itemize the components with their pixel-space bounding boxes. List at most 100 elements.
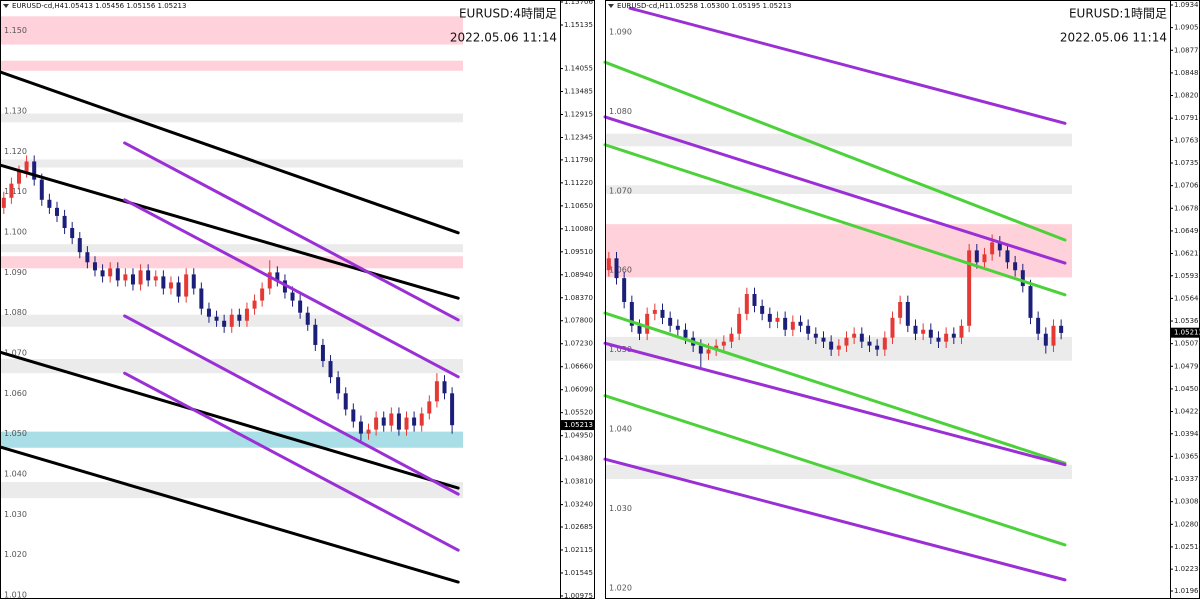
candle-body <box>100 270 105 277</box>
level-label: 1.050 <box>4 429 27 438</box>
candle-body <box>381 417 386 426</box>
candle-body <box>16 171 21 184</box>
candle-body <box>905 301 910 326</box>
candle-body <box>77 238 82 253</box>
candle-body <box>668 317 673 326</box>
candle-body <box>1020 270 1025 287</box>
candle-body <box>366 429 371 434</box>
level-label: 1.090 <box>609 27 632 36</box>
candle-body <box>70 228 75 239</box>
candle-body <box>775 317 780 322</box>
symbol-label: EURUSD-cd,H4 <box>12 2 65 10</box>
chart-title: EURUSD:4時間足 <box>459 7 557 21</box>
candle-body <box>229 314 234 327</box>
candle-body <box>343 393 348 410</box>
candle-body <box>737 313 742 334</box>
last-price-box <box>561 420 594 431</box>
price-zone <box>0 482 463 499</box>
y-tick-label: 1.12345 <box>564 133 593 141</box>
candle-body <box>442 381 447 394</box>
candle-body <box>396 413 401 430</box>
candle-body <box>85 252 90 263</box>
level-label: 1.020 <box>609 583 632 592</box>
trend-line <box>603 394 1067 547</box>
candle-body <box>237 314 242 321</box>
y-tick-label: 1.04505 <box>1174 385 1200 393</box>
candle-body <box>890 317 895 338</box>
trend-line <box>603 60 1067 242</box>
candle-body <box>1036 317 1041 334</box>
candle-body <box>637 325 642 334</box>
y-tick-label: 1.05360 <box>1174 317 1200 325</box>
y-tick-label: 1.06495 <box>1174 227 1200 235</box>
candle-body <box>990 242 995 255</box>
candle-body <box>161 276 166 289</box>
candle-body <box>951 333 956 338</box>
candle-body <box>1013 262 1018 271</box>
dropdown-icon <box>608 4 614 8</box>
candle-body <box>320 344 325 362</box>
candle-body <box>184 274 189 297</box>
level-label: 1.020 <box>4 550 27 559</box>
candle-body <box>913 325 918 334</box>
level-label: 1.130 <box>4 107 27 116</box>
y-tick-label: 1.15706 <box>564 0 593 6</box>
trend-line <box>603 143 1067 297</box>
candle-body <box>944 333 949 342</box>
level-label: 1.100 <box>4 228 27 237</box>
y-tick-label: 1.04380 <box>564 455 593 463</box>
level-label: 1.070 <box>4 349 27 358</box>
y-tick-label: 1.05075 <box>1174 340 1200 348</box>
candle-body <box>138 270 143 285</box>
trend-line <box>0 350 460 490</box>
y-tick-label: 1.07800 <box>564 317 593 325</box>
y-tick-label: 1.01545 <box>564 569 593 577</box>
candle-body <box>47 199 52 208</box>
candle-body <box>351 409 356 422</box>
candle-body <box>698 345 703 354</box>
candle-body <box>290 292 295 301</box>
y-tick-label: 1.05520 <box>564 409 593 417</box>
y-tick-label: 1.03085 <box>1174 498 1200 506</box>
candle-body <box>1043 333 1048 346</box>
candle-body <box>434 381 439 402</box>
candle-body <box>108 268 113 277</box>
y-tick-label: 1.08770 <box>1174 46 1200 54</box>
level-label: 1.050 <box>609 345 632 354</box>
candle-body <box>875 345 880 350</box>
candle-body <box>9 183 14 198</box>
trend-line <box>0 445 460 584</box>
candle-body <box>358 421 363 434</box>
level-label: 1.040 <box>4 469 27 478</box>
y-tick-label: 1.06780 <box>1174 204 1200 212</box>
y-tick-label: 1.14055 <box>564 65 593 73</box>
y-tick-label: 1.02800 <box>1174 520 1200 528</box>
y-tick-label: 1.05645 <box>1174 294 1200 302</box>
candle-body <box>813 333 818 338</box>
y-tick-label: 1.01960 <box>1174 587 1200 595</box>
candle-body <box>882 337 887 350</box>
candle-body <box>921 329 926 334</box>
candle-body <box>706 349 711 354</box>
candle-body <box>629 301 634 326</box>
candle-body <box>936 337 941 342</box>
level-label: 1.030 <box>609 504 632 513</box>
quote-label: 1.05413 1.05456 1.05156 1.05213 <box>64 2 186 10</box>
trend-line <box>123 371 460 552</box>
candle-body <box>32 161 37 180</box>
candle-body <box>821 337 826 342</box>
candle-body <box>24 161 29 172</box>
y-tick-label: 1.08940 <box>564 271 593 279</box>
y-tick-label: 1.09055 <box>1174 24 1200 32</box>
symbol-label: EURUSD-cd,H1 <box>617 2 669 10</box>
y-tick-label: 1.03655 <box>1174 452 1200 460</box>
candle-body <box>206 308 211 317</box>
candle-body <box>614 258 619 279</box>
candle-body <box>859 333 864 342</box>
y-tick-label: 1.03940 <box>1174 430 1200 438</box>
candle-body <box>336 377 341 394</box>
level-label: 1.120 <box>4 147 27 156</box>
y-tick-label: 1.12915 <box>564 111 593 119</box>
